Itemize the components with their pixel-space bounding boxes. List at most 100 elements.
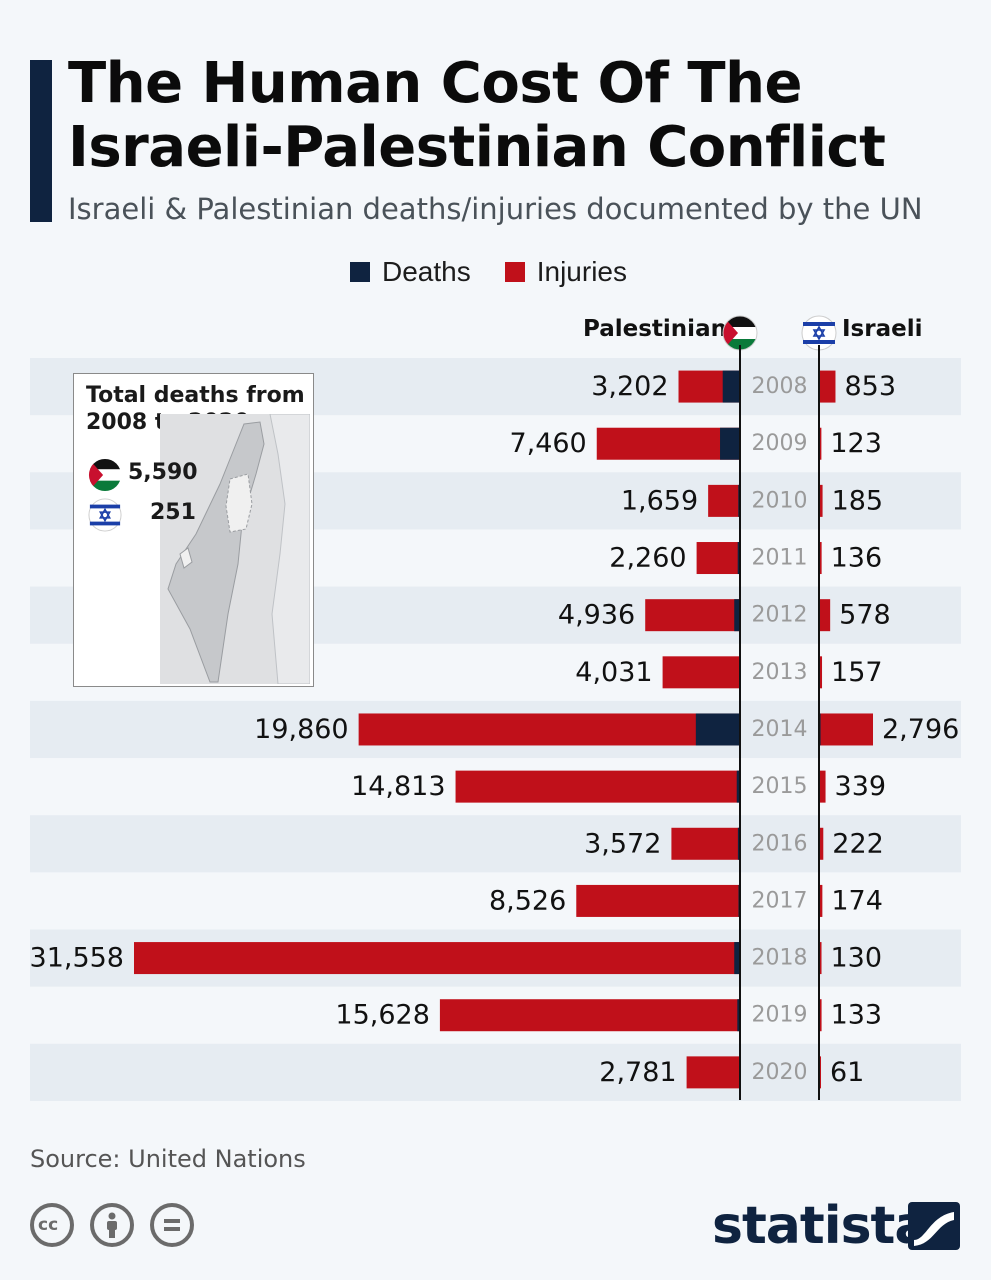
palestinian-injuries-bar	[439, 999, 740, 1032]
statista-logo-icon	[908, 1202, 960, 1250]
palestinian-injuries-bar	[455, 770, 740, 803]
title-line-2: Israeli-Palestinian Conflict	[68, 115, 886, 180]
israeli-injuries-bar	[819, 884, 823, 917]
inset-palestinian-total: 5,590	[128, 460, 198, 485]
israeli-value-label: 130	[831, 943, 883, 974]
israeli-injuries-bar	[819, 599, 831, 632]
legend-injuries-swatch	[504, 262, 525, 282]
row-stripe	[30, 815, 961, 873]
year-label: 2017	[752, 888, 808, 913]
palestinian-value-label: 3,572	[584, 828, 661, 859]
israeli-value-label: 123	[830, 428, 882, 459]
year-label: 2019	[752, 1003, 808, 1028]
palestinian-value-label: 2,781	[599, 1057, 676, 1088]
palestinian-value-label: 31,558	[30, 943, 124, 974]
total-deaths-inset: Total deaths from 2008 to 2020 5,590 251	[73, 373, 314, 687]
palestinian-value-label: 2,260	[609, 543, 686, 574]
israeli-injuries-bar	[819, 484, 823, 517]
israeli-injuries-bar	[819, 656, 823, 689]
israeli-injuries-bar	[819, 370, 836, 403]
palestinian-value-label: 1,659	[621, 485, 698, 516]
palestinian-injuries-bar	[576, 884, 740, 917]
year-label: 2009	[752, 431, 808, 456]
year-label: 2012	[752, 603, 808, 628]
palestinian-value-label: 19,860	[254, 714, 348, 745]
statista-logo-text: statista	[712, 1196, 929, 1256]
cc-license-icon[interactable]: cc	[30, 1203, 74, 1247]
israeli-injuries-bar	[819, 770, 826, 803]
israeli-value-label: 2,796	[882, 714, 959, 745]
palestinian-value-label: 4,936	[558, 600, 635, 631]
palestine-flag-icon	[88, 458, 122, 492]
israel-map-icon	[160, 414, 310, 684]
palestinian-deaths-bar	[722, 370, 740, 403]
year-label: 2015	[752, 774, 808, 799]
palestinian-injuries-bar	[134, 942, 740, 975]
palestinian-deaths-bar	[737, 542, 740, 575]
palestinian-deaths-bar	[695, 713, 740, 746]
palestinian-deaths-bar	[720, 427, 740, 460]
palestinian-deaths-bar	[736, 770, 740, 803]
inset-israeli-total: 251	[150, 500, 196, 525]
israeli-value-label: 136	[831, 543, 883, 574]
legend-injuries-label: Injuries	[536, 256, 627, 287]
year-label: 2020	[752, 1060, 808, 1085]
year-label: 2010	[752, 488, 808, 513]
year-label: 2013	[752, 660, 808, 685]
palestinian-injuries-bar	[671, 827, 740, 860]
israeli-value-label: 185	[832, 485, 884, 516]
legend-deaths: Deaths	[350, 256, 471, 288]
palestinian-injuries-bar	[696, 542, 740, 575]
palestinian-value-label: 3,202	[591, 371, 668, 402]
israeli-injuries-bar	[819, 427, 822, 460]
palestinian-column-header: Palestinian	[583, 316, 727, 342]
year-label: 2018	[752, 946, 808, 971]
palestinian-deaths-bar	[734, 599, 740, 632]
subtitle: Israeli & Palestinian deaths/injuries do…	[68, 192, 923, 226]
page-title: The Human Cost Of The Israeli-Palestinia…	[68, 52, 968, 180]
statista-logo[interactable]: statista	[712, 1196, 929, 1256]
legend-injuries: Injuries	[504, 256, 627, 288]
israeli-injuries-bar	[819, 542, 822, 575]
palestinian-value-label: 8,526	[489, 885, 566, 916]
palestinian-deaths-bar	[737, 827, 740, 860]
legend-deaths-label: Deaths	[382, 256, 471, 287]
israel-flag-icon	[88, 498, 122, 532]
palestinian-value-label: 15,628	[335, 1000, 429, 1031]
palestinian-injuries-bar	[358, 713, 740, 746]
chart-area: 3,202 853 2008 7,460 123 2009 1,659 185 2010 2,26…	[30, 345, 961, 1101]
source-note: Source: United Nations	[30, 1145, 306, 1173]
no-derivatives-icon[interactable]	[150, 1203, 194, 1247]
palestinian-deaths-bar	[737, 999, 740, 1032]
israeli-injuries-bar	[819, 827, 824, 860]
israeli-injuries-bar	[819, 942, 822, 975]
title-accent-bar	[30, 60, 52, 222]
israeli-column-header: Israeli	[842, 316, 923, 342]
palestinian-injuries-bar	[596, 427, 740, 460]
title-line-1: The Human Cost Of The	[68, 51, 802, 116]
palestinian-deaths-bar	[734, 942, 740, 975]
palestinian-injuries-bar	[662, 656, 740, 689]
year-label: 2016	[752, 831, 808, 856]
palestinian-value-label: 7,460	[509, 428, 586, 459]
row-stripe	[30, 1043, 961, 1101]
palestinian-value-label: 14,813	[351, 771, 445, 802]
israeli-value-label: 339	[835, 771, 887, 802]
israeli-injuries-bar	[819, 999, 822, 1032]
inset-title-line-1: Total deaths from	[86, 383, 305, 408]
israeli-value-label: 133	[831, 1000, 883, 1031]
israeli-value-label: 174	[831, 885, 883, 916]
attribution-icon[interactable]	[90, 1203, 134, 1247]
israeli-value-label: 157	[831, 657, 883, 688]
year-label: 2014	[752, 717, 808, 742]
year-label: 2011	[752, 546, 808, 571]
palestinian-injuries-bar	[686, 1056, 740, 1089]
palestinian-value-label: 4,031	[575, 657, 652, 688]
palestinian-injuries-bar	[645, 599, 740, 632]
israeli-injuries-bar	[819, 713, 873, 746]
israeli-value-label: 61	[830, 1057, 864, 1088]
israeli-value-label: 578	[839, 600, 891, 631]
israeli-value-label: 222	[832, 828, 884, 859]
legend: Deaths Injuries	[350, 256, 661, 288]
israeli-value-label: 853	[844, 371, 896, 402]
